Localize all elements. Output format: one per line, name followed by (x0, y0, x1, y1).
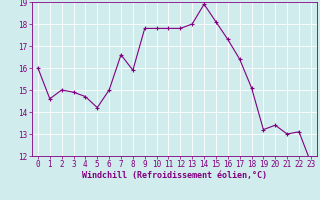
X-axis label: Windchill (Refroidissement éolien,°C): Windchill (Refroidissement éolien,°C) (82, 171, 267, 180)
